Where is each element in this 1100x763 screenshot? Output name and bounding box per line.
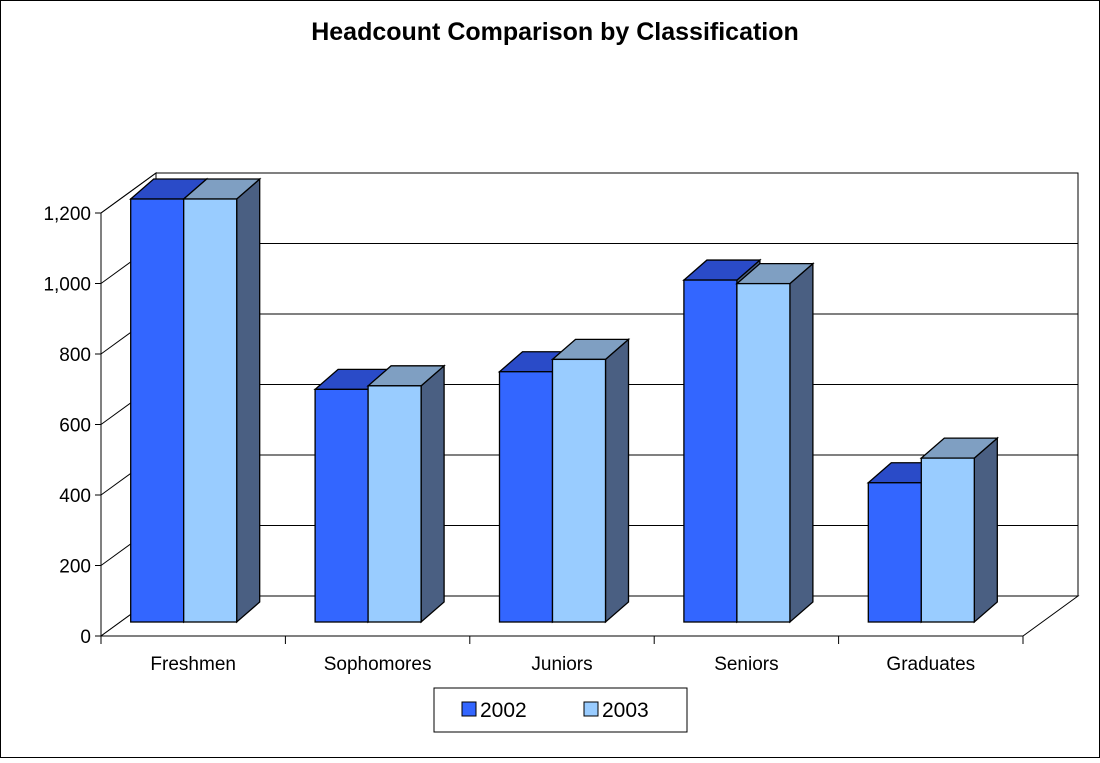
bar-sophomores-2003-side (420, 364, 445, 624)
bar-juniors-2002 (498, 371, 554, 623)
x-tick-label: Graduates (886, 654, 975, 675)
y-tick-label: 800 (59, 345, 91, 366)
legend: 2002 2003 (433, 687, 688, 733)
bar-juniors-2003-side (604, 337, 630, 624)
bar-sophomores-2003 (367, 385, 422, 623)
legend-label-2002: 2002 (480, 699, 527, 722)
bar-sophomores-2002 (314, 388, 369, 623)
bar-seniors-2002 (683, 279, 738, 623)
legend-swatch-2002 (461, 701, 477, 717)
gridline-side (100, 172, 157, 214)
bar-seniors-2003-side (789, 262, 814, 624)
x-tick-label: Freshmen (150, 654, 236, 675)
bars (128, 177, 1000, 624)
bar-freshmen-2002 (130, 198, 185, 623)
bar-seniors-2003 (736, 282, 791, 623)
bar-freshmen-2003 (183, 198, 238, 623)
bar-graduates-2003 (920, 457, 975, 623)
y-tick-label: 400 (59, 486, 91, 507)
x-tick-label: Juniors (531, 654, 592, 675)
bar-graduates-2002 (867, 482, 922, 623)
x-tick-label: Sophomores (324, 654, 432, 675)
y-tick-label: 0 (80, 627, 91, 648)
bar-freshmen-2003-side (236, 177, 261, 624)
y-tick-label: 200 (59, 557, 91, 578)
bar-juniors-2003 (551, 358, 607, 623)
legend-swatch-2003 (583, 701, 599, 717)
x-axis-ticks: Freshmen Sophomores Juniors Seniors Graduate… (100, 636, 1024, 675)
y-tick-label: 600 (59, 416, 91, 437)
y-tick-label: 1,200 (43, 204, 91, 225)
y-axis-ticks: 0 200 400 600 800 1,000 1,200 (43, 204, 101, 648)
legend-label-2003: 2003 (602, 699, 649, 722)
y-tick-label: 1,000 (43, 275, 91, 296)
bar-graduates-2003-side (973, 436, 998, 624)
chart-title: Headcount Comparison by Classification (311, 18, 799, 46)
x-tick-label: Seniors (714, 654, 778, 675)
